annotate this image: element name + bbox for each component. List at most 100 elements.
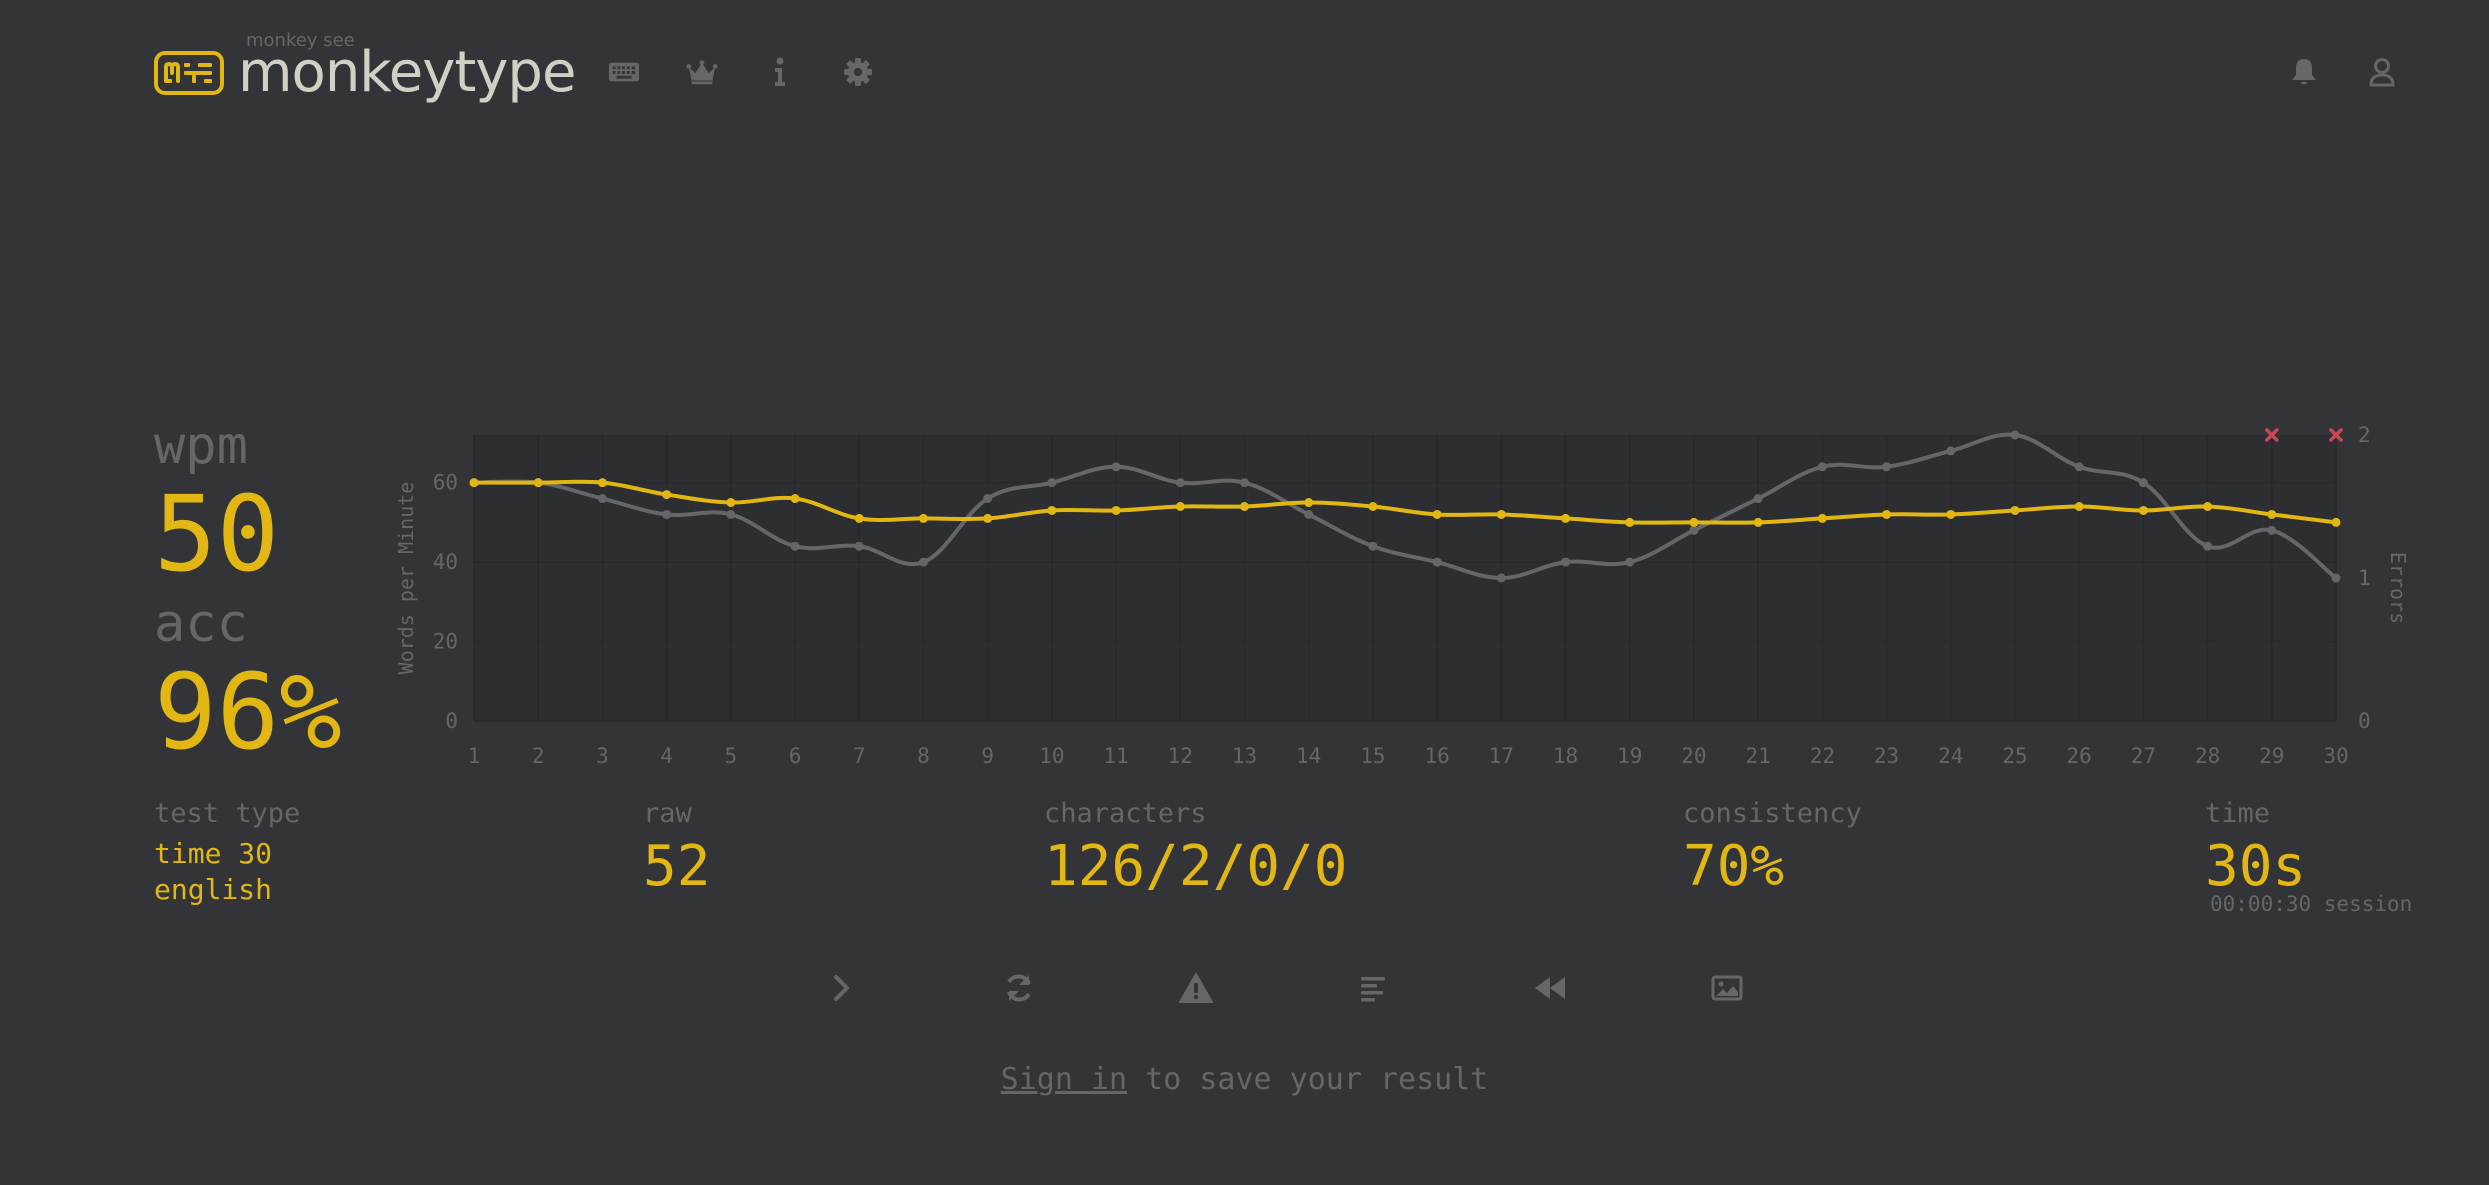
raw-point bbox=[790, 541, 800, 551]
y2-tick-label: 0 bbox=[2358, 709, 2371, 733]
y-tick-label: 0 bbox=[445, 709, 458, 733]
time-value: 30s bbox=[2205, 834, 2307, 899]
y-tick-label: 20 bbox=[433, 630, 458, 654]
x-tick-label: 2 bbox=[532, 744, 545, 768]
time-label: time bbox=[2205, 798, 2271, 829]
wpm-point bbox=[1111, 505, 1121, 515]
signin-link[interactable]: Sign in bbox=[1000, 1062, 1128, 1097]
wpm-chart-svg: 1 2 3 4 5 6 7 8 9 10 11 12 13 14 15 16 17 18 19 20 21 22 23 24 2… bbox=[394, 423, 2410, 768]
raw-point bbox=[2138, 478, 2148, 488]
logo-text: monkeytype bbox=[238, 40, 576, 105]
y-axis-label: Words per Minute bbox=[394, 482, 418, 675]
wpm-point bbox=[918, 513, 928, 523]
raw-label: raw bbox=[643, 798, 692, 829]
wpm-point bbox=[854, 513, 864, 523]
raw-point bbox=[1432, 557, 1442, 567]
warning-icon bbox=[1179, 973, 1213, 1003]
replay-button[interactable] bbox=[1530, 968, 1570, 1008]
x-tick-label: 16 bbox=[1424, 744, 1449, 768]
x-tick-label: 30 bbox=[2323, 744, 2348, 768]
raw-point bbox=[1817, 462, 1827, 472]
wpm-point bbox=[1239, 502, 1249, 511]
raw-point bbox=[1561, 557, 1571, 567]
acc-label: acc bbox=[154, 594, 248, 654]
wpm-line bbox=[473, 479, 2337, 525]
raw-point bbox=[1496, 573, 1506, 583]
keyboard-icon[interactable] bbox=[608, 56, 640, 88]
logo-tagline: monkey see bbox=[246, 30, 355, 51]
wpm-point bbox=[1817, 513, 1827, 523]
x-tick-label: 3 bbox=[596, 744, 609, 768]
x-tick-label: 21 bbox=[1745, 744, 1770, 768]
x-tick-label: 23 bbox=[1874, 744, 1899, 768]
characters-value: 126/2/0/0 bbox=[1044, 834, 1348, 899]
y-tick-label: 60 bbox=[433, 471, 458, 495]
raw-point bbox=[1047, 478, 1057, 488]
x-tick-label: 12 bbox=[1168, 744, 1193, 768]
x-tick-label: 26 bbox=[2067, 744, 2092, 768]
signin-rest: to save your result bbox=[1127, 1062, 1489, 1097]
raw-point bbox=[1689, 525, 1699, 535]
x-tick-label: 28 bbox=[2195, 744, 2220, 768]
bell-icon[interactable] bbox=[2288, 56, 2320, 88]
user-icon[interactable] bbox=[2366, 56, 2398, 88]
raw-point bbox=[983, 494, 993, 504]
x-tick-label: 13 bbox=[1232, 744, 1257, 768]
gear-icon[interactable] bbox=[842, 56, 874, 88]
x-tick-label: 10 bbox=[1039, 744, 1064, 768]
wpm-point bbox=[1496, 509, 1506, 519]
wpm-point bbox=[2074, 502, 2084, 511]
raw-point bbox=[597, 494, 607, 504]
test-type-time[interactable]: time 30 bbox=[154, 837, 273, 870]
wpm-point bbox=[1304, 498, 1314, 508]
restart-button[interactable] bbox=[999, 968, 1039, 1008]
wpm-point bbox=[1946, 509, 1956, 519]
logo[interactable]: monkey see monkeytype bbox=[154, 28, 576, 118]
wpm-point bbox=[1432, 509, 1442, 519]
raw-point bbox=[1882, 462, 1892, 472]
wpm-chart: 1 2 3 4 5 6 7 8 9 10 11 12 13 14 15 16 17 18 19 20 21 22 23 24 2… bbox=[380, 410, 2420, 780]
crown-icon[interactable] bbox=[686, 56, 718, 88]
x-tick-label: 15 bbox=[1360, 744, 1385, 768]
x-tick-label: 4 bbox=[660, 744, 673, 768]
raw-point bbox=[2331, 573, 2341, 583]
x-tick-label: 25 bbox=[2002, 744, 2027, 768]
wpm-point bbox=[1625, 517, 1635, 527]
wpm-point bbox=[726, 498, 736, 508]
acc-value: 96% bbox=[154, 651, 342, 773]
raw-point bbox=[2203, 541, 2213, 551]
wpm-point bbox=[1175, 502, 1185, 511]
session-time: 00:00:30 session bbox=[2210, 892, 2413, 916]
screenshot-button[interactable] bbox=[1707, 968, 1747, 1008]
wpm-point bbox=[2267, 509, 2277, 519]
x-tick-label: 24 bbox=[1938, 744, 1963, 768]
raw-point bbox=[1239, 478, 1249, 488]
x-tick-label: 11 bbox=[1103, 744, 1128, 768]
wpm-point bbox=[790, 494, 800, 504]
x-tick-label: 29 bbox=[2259, 744, 2284, 768]
report-button[interactable] bbox=[1176, 968, 1216, 1008]
y2-tick-label: 2 bbox=[2358, 423, 2371, 447]
x-tick-label: 20 bbox=[1681, 744, 1706, 768]
wpm-point bbox=[1882, 509, 1892, 519]
raw-point bbox=[2267, 525, 2277, 535]
info-icon[interactable] bbox=[764, 56, 796, 88]
raw-point bbox=[854, 541, 864, 551]
wpm-point bbox=[1753, 517, 1763, 527]
test-type-label: test type bbox=[154, 798, 301, 829]
next-test-button[interactable] bbox=[822, 968, 862, 1008]
x-tick-label: 18 bbox=[1553, 744, 1578, 768]
raw-point bbox=[2010, 430, 2020, 440]
raw-point bbox=[662, 509, 672, 519]
x-tick-label: 14 bbox=[1296, 744, 1321, 768]
wpm-point bbox=[1368, 502, 1378, 511]
consistency-label: consistency bbox=[1683, 798, 1862, 829]
restart-icon bbox=[1007, 974, 1031, 1002]
wpm-label: wpm bbox=[154, 416, 248, 476]
words-history-icon bbox=[1361, 977, 1385, 1002]
test-type-language[interactable]: english bbox=[154, 873, 273, 906]
words-history-button[interactable] bbox=[1353, 968, 1393, 1008]
x-tick-label: 1 bbox=[468, 744, 481, 768]
replay-icon bbox=[1535, 977, 1565, 999]
x-tick-label: 9 bbox=[981, 744, 994, 768]
